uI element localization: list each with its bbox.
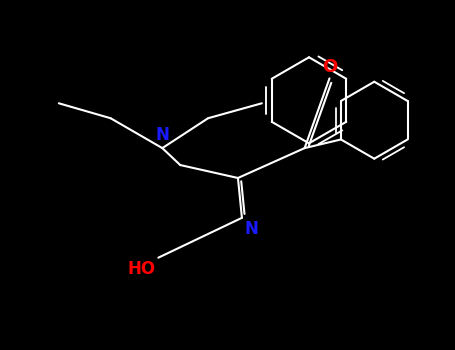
Text: O: O [322, 58, 337, 76]
Text: HO: HO [128, 260, 156, 278]
Text: N: N [244, 220, 258, 238]
Text: N: N [156, 126, 169, 145]
